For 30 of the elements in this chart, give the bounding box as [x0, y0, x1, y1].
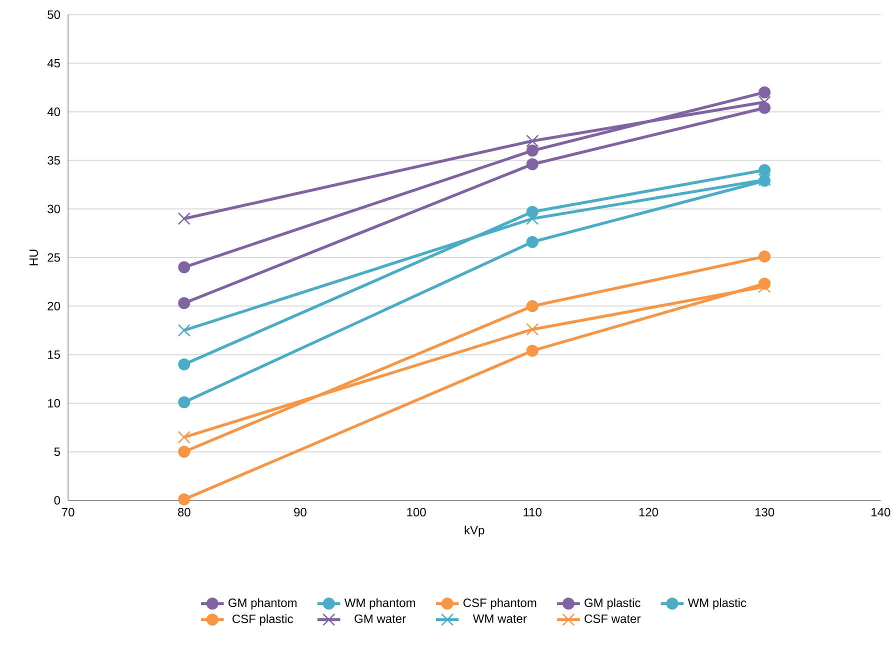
- y-tick-label: 20: [48, 302, 60, 310]
- x-tick-label: 130: [755, 508, 774, 516]
- legend-label: GM plastic: [584, 598, 640, 610]
- x-tick-label: 120: [639, 508, 658, 516]
- x-tick-label: 110: [524, 508, 542, 516]
- x-tick-label: 80: [178, 508, 190, 516]
- legend-label: WM water: [472, 614, 527, 623]
- y-tick-label: 15: [48, 350, 60, 359]
- legend-label: CSF water: [584, 614, 641, 623]
- y-tick-label: 35: [48, 156, 60, 164]
- y-tick-label: 30: [48, 204, 60, 213]
- x-tick-label: 90: [294, 508, 306, 516]
- y-tick-label: 5: [54, 447, 60, 456]
- legend-label: GM phantom: [228, 598, 297, 610]
- y-tick-label: 50: [48, 10, 60, 19]
- legend-label: WM plastic: [688, 598, 746, 610]
- y-tick-label: 0: [54, 496, 60, 504]
- x-tick-label: 70: [62, 508, 74, 516]
- legend-label: CSF phantom: [463, 598, 536, 610]
- y-tick-label: 45: [47, 58, 60, 68]
- legend-label: WM phantom: [344, 598, 415, 610]
- legend-label: CSF plastic: [232, 614, 293, 626]
- legend-label: GM water: [354, 614, 406, 623]
- y-tick-label: 25: [48, 253, 60, 262]
- y-axis-title: HU: [30, 250, 38, 265]
- x-tick-label: 140: [872, 508, 890, 516]
- y-tick-label: 10: [48, 398, 60, 408]
- x-tick-label: 100: [407, 508, 426, 516]
- y-tick-label: 40: [47, 107, 60, 116]
- x-axis-title: kVp: [464, 525, 484, 537]
